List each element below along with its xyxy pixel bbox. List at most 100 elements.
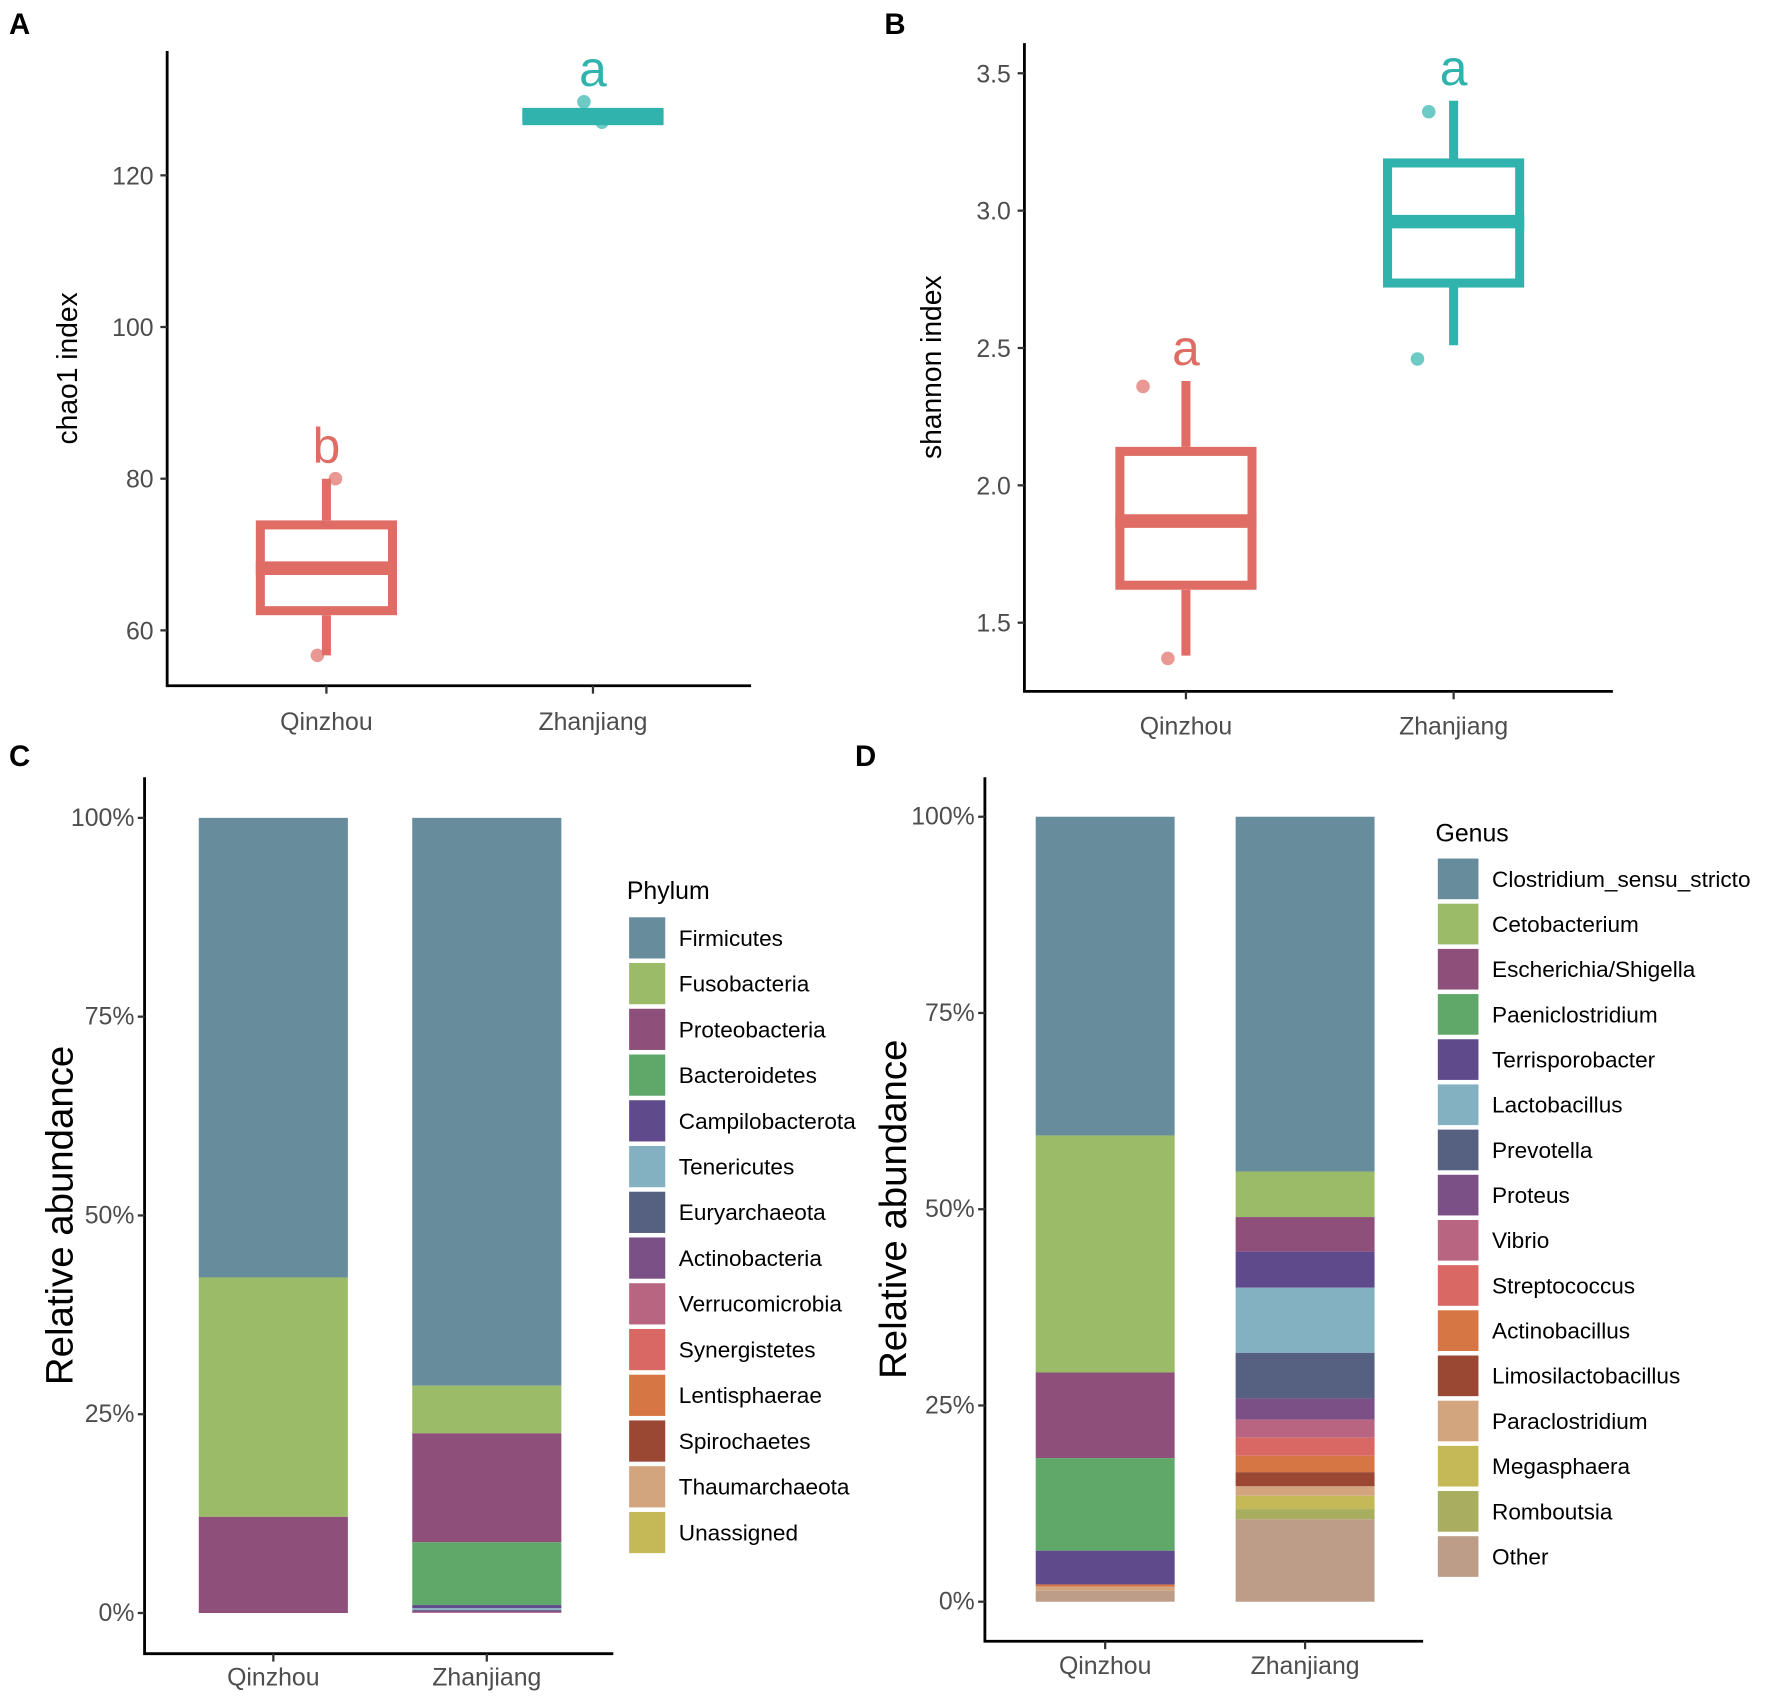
legend-swatch xyxy=(629,1100,666,1142)
y-tick-label: 100% xyxy=(71,805,135,832)
legend-label: Lentisphaerae xyxy=(679,1383,822,1408)
legend-swatch xyxy=(1437,1039,1479,1080)
bar-segment xyxy=(1035,1550,1175,1585)
legend-label: Bacteroidetes xyxy=(679,1063,817,1088)
legend-label: Cetobacterium xyxy=(1492,912,1639,937)
legend-label: Terrisporobacter xyxy=(1492,1047,1656,1072)
panel-label: D xyxy=(855,740,876,773)
legend-swatch xyxy=(1437,1536,1479,1577)
legend-label: Fusobacteria xyxy=(679,972,810,997)
bar-segment xyxy=(1235,1495,1375,1510)
bar-segment xyxy=(1035,1458,1175,1551)
bar-segment xyxy=(1235,1251,1375,1288)
significance-letter: a xyxy=(579,41,607,97)
significance-letter: b xyxy=(313,418,341,474)
legend-label: Streptococcus xyxy=(1492,1273,1635,1298)
significance-letter: a xyxy=(1440,40,1468,96)
bar-segment xyxy=(1035,1135,1175,1373)
legend-label: Lactobacillus xyxy=(1492,1093,1623,1118)
bar-segment xyxy=(198,817,348,1278)
legend-label: Unassigned xyxy=(679,1520,798,1545)
legend-swatch xyxy=(1437,1310,1479,1351)
bar-segment xyxy=(1035,1372,1175,1459)
y-tick-label: 25% xyxy=(85,1401,135,1428)
legend-swatch xyxy=(1437,1400,1479,1442)
axes xyxy=(983,777,1424,1643)
axes xyxy=(1023,43,1613,693)
legend-label: Vibrio xyxy=(1492,1228,1549,1253)
bar-segment xyxy=(1235,1519,1375,1602)
panel-label: B xyxy=(884,8,905,41)
legend-swatch xyxy=(629,1466,666,1508)
legend-label: Synergistetes xyxy=(679,1337,816,1362)
legend-swatch xyxy=(1437,903,1479,945)
y-tick-label: 1.5 xyxy=(976,611,1011,638)
legend-swatch xyxy=(629,917,666,959)
legend-label: Spirochaetes xyxy=(679,1429,811,1454)
bar-segment xyxy=(1235,1217,1375,1252)
y-axis-label: chao1 index xyxy=(51,292,83,444)
legend-label: Thaumarchaeota xyxy=(679,1475,850,1500)
bar-segment xyxy=(1235,1472,1375,1487)
bar-segment xyxy=(1235,1171,1375,1218)
y-tick-label: 0% xyxy=(939,1589,975,1616)
legend-label: Paeniclostridium xyxy=(1492,1002,1658,1027)
legend-swatch xyxy=(629,1328,666,1371)
legend-label: Paraclostridium xyxy=(1492,1409,1648,1434)
legend-swatch xyxy=(1437,1445,1479,1487)
axes xyxy=(165,50,752,688)
legend-swatch xyxy=(1437,1129,1479,1171)
legend-label: Limosilactobacillus xyxy=(1492,1364,1680,1389)
legend-label: Proteus xyxy=(1492,1183,1570,1208)
legend-swatch xyxy=(629,1145,666,1188)
legend-swatch xyxy=(629,1237,666,1279)
bar-segment xyxy=(1235,1398,1375,1420)
data-point xyxy=(577,95,591,109)
bar-segment xyxy=(1235,1509,1375,1520)
legend-swatch xyxy=(629,1008,666,1050)
y-tick-label: 50% xyxy=(925,1196,975,1223)
legend-swatch xyxy=(1437,994,1479,1035)
legend-swatch xyxy=(629,1191,666,1233)
y-tick-label: 80 xyxy=(126,467,154,494)
panel-label: C xyxy=(9,740,30,773)
legend-swatch xyxy=(629,1420,666,1462)
bar-segment xyxy=(1235,1352,1375,1399)
legend-swatch xyxy=(629,963,666,1005)
data-point xyxy=(1421,104,1436,119)
axes xyxy=(143,777,614,1656)
bar-segment xyxy=(1035,816,1175,1136)
legend-swatch xyxy=(629,1054,666,1096)
bar-segment xyxy=(412,817,562,1386)
legend-label: Actinobacteria xyxy=(679,1246,823,1271)
legend-swatch xyxy=(1437,948,1479,990)
panel-label: A xyxy=(9,8,30,41)
x-tick-label: Qinzhou xyxy=(280,709,372,736)
y-tick-label: 120 xyxy=(112,163,153,190)
legend-label: Escherichia/Shigella xyxy=(1492,957,1696,982)
x-tick-label: Zhanjiang xyxy=(1399,713,1508,740)
legend-label: Clostridium_sensu_stricto xyxy=(1492,867,1751,892)
y-tick-label: 100% xyxy=(911,804,975,831)
legend-label: Megasphaera xyxy=(1492,1454,1631,1479)
data-point xyxy=(1161,651,1175,666)
legend-label: Actinobacillus xyxy=(1492,1319,1630,1344)
legend-swatch xyxy=(1437,1355,1479,1397)
bar-segment xyxy=(1235,816,1375,1172)
legend-label: Campilobacterota xyxy=(679,1109,856,1134)
bar-segment xyxy=(412,1433,562,1543)
legend-swatch xyxy=(1437,1265,1479,1306)
legend-label: Euryarchaeota xyxy=(679,1200,826,1225)
bar-segment xyxy=(198,1277,348,1517)
x-tick-label: Zhanjiang xyxy=(538,709,647,736)
legend-swatch xyxy=(1437,1219,1479,1261)
legend-label: Tenericutes xyxy=(679,1155,794,1180)
x-tick-label: Zhanjiang xyxy=(432,1664,541,1691)
bar-segment xyxy=(412,1609,562,1611)
x-tick-label: Zhanjiang xyxy=(1251,1653,1360,1680)
bar-segment xyxy=(1235,1287,1375,1353)
y-tick-label: 2.5 xyxy=(976,336,1011,363)
x-tick-label: Qinzhou xyxy=(1140,713,1232,740)
y-axis-label: shannon index xyxy=(915,275,947,459)
